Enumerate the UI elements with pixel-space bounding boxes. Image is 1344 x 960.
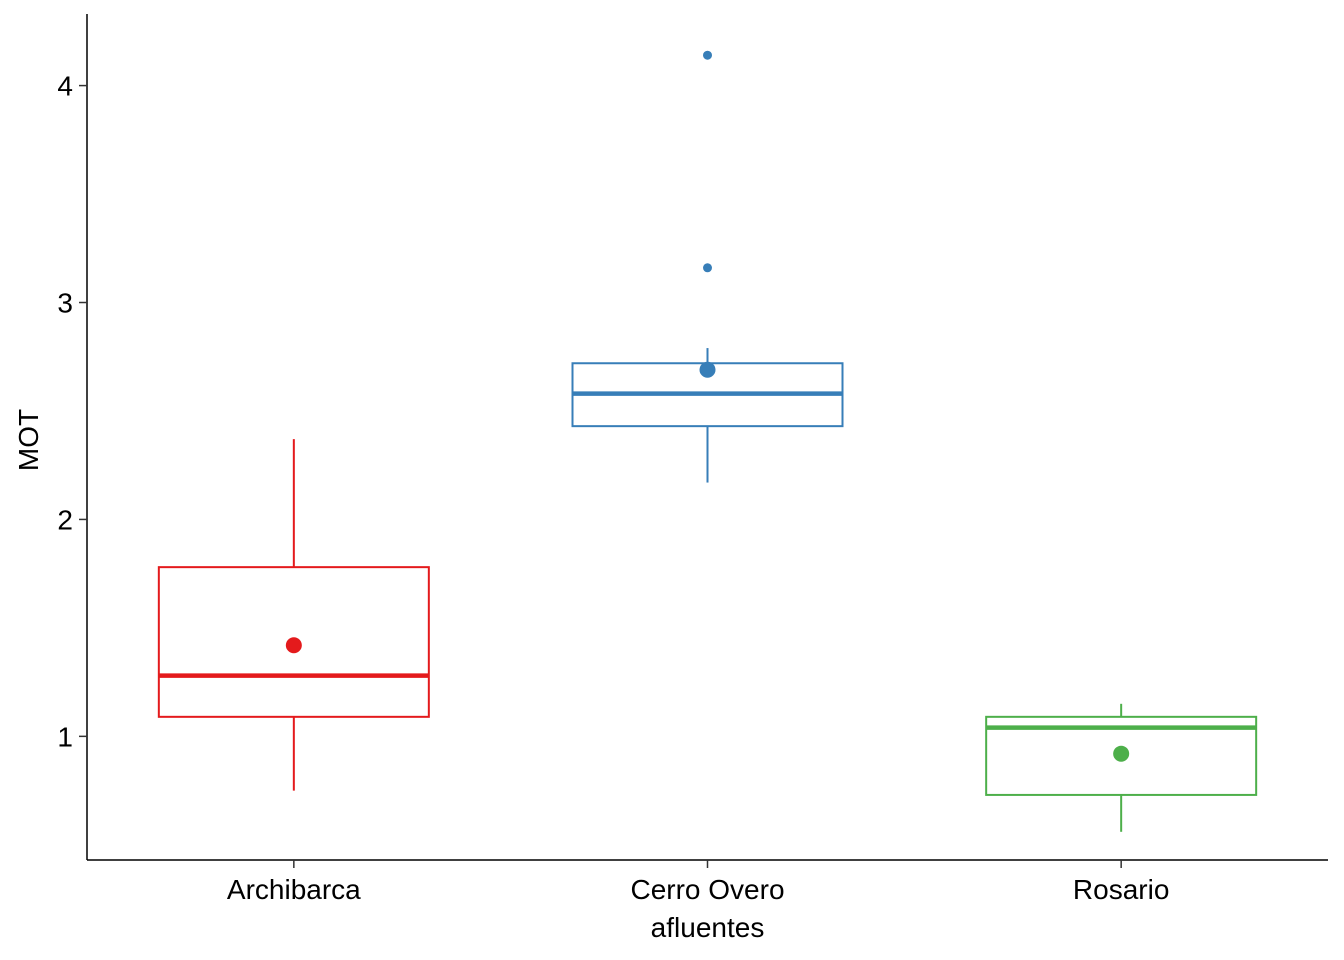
box-group-cerro-overo xyxy=(571,50,844,483)
box-group-rosario xyxy=(985,703,1258,832)
x-tick-label-cerro-overo: afluentes xyxy=(651,912,765,943)
y-axis: 1 2 3 4 xyxy=(57,14,88,860)
plot-area xyxy=(157,50,1258,832)
outlier-point xyxy=(703,263,712,273)
x-axis: Archibarca Cerro Overo afluentes Rosario xyxy=(87,859,1328,943)
x-tick-label-rosario: Rosario xyxy=(1073,874,1169,905)
x-tick-label-cerro-overo: Cerro Overo xyxy=(630,874,784,905)
mean-point xyxy=(285,637,302,654)
box-group-archibarca xyxy=(157,439,430,791)
mean-point xyxy=(1113,745,1130,762)
y-tick-label: 2 xyxy=(57,504,73,535)
y-tick-label: 4 xyxy=(57,71,73,102)
mean-point xyxy=(699,361,716,378)
outlier-point xyxy=(703,50,712,60)
y-axis-title: MOT xyxy=(13,409,44,471)
y-tick-label: 1 xyxy=(57,721,73,752)
x-tick-label-archibarca: Archibarca xyxy=(227,874,361,905)
y-tick-label: 3 xyxy=(57,288,73,319)
